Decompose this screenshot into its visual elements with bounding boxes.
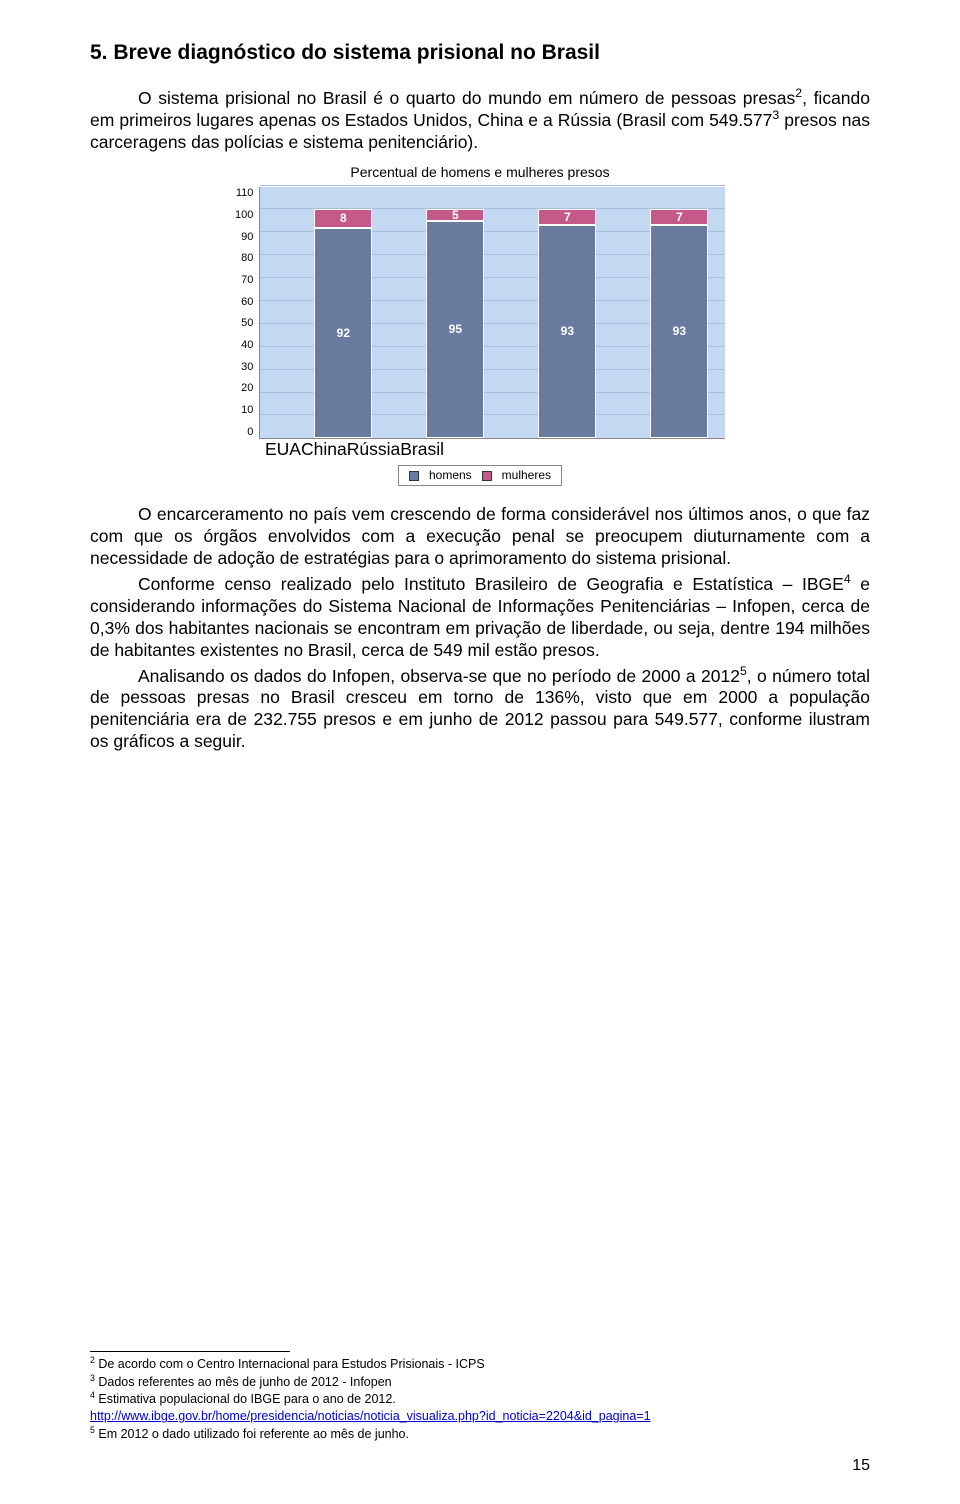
footnote-5-text: Em 2012 o dado utilizado foi referente a… <box>98 1427 409 1441</box>
footnote-4-sup: 4 <box>90 1390 95 1400</box>
bar-segment-male: 92 <box>314 228 372 439</box>
footnote-4: 4 Estimativa populacional do IBGE para o… <box>90 1391 870 1425</box>
para-1: O sistema prisional no Brasil é o quarto… <box>90 88 870 154</box>
xtick-label: Brasil <box>400 439 444 459</box>
legend-swatch-female <box>482 471 492 481</box>
section-heading: 5. Breve diagnóstico do sistema prisiona… <box>90 40 870 66</box>
footnote-3-sup: 3 <box>90 1372 95 1382</box>
footnote-2: 2 De acordo com o Centro Internacional p… <box>90 1356 870 1373</box>
bar-segment-female: 8 <box>314 209 372 227</box>
chart-bar: 793 <box>650 209 708 438</box>
chart-area: 0102030405060708090100110 892595793793 <box>235 187 725 439</box>
chart-bar: 892 <box>314 209 372 438</box>
footnote-ref-4: 4 <box>844 572 851 586</box>
ytick-label: 0 <box>247 426 253 440</box>
gridline <box>260 185 725 186</box>
footnote-ref-5: 5 <box>740 664 747 678</box>
chart-bar: 595 <box>426 209 484 438</box>
xtick-label: China <box>301 439 347 459</box>
bar-segment-female: 7 <box>538 209 596 225</box>
ytick-label: 40 <box>241 339 253 353</box>
ytick-label: 20 <box>241 382 253 396</box>
chart-title: Percentual de homens e mulheres presos <box>235 164 725 182</box>
para-4: Analisando os dados do Infopen, observa-… <box>90 666 870 754</box>
footnote-4-text: Estimativa populacional do IBGE para o a… <box>98 1392 395 1406</box>
xtick-label: Rússia <box>347 439 401 459</box>
bar-segment-male: 93 <box>650 225 708 438</box>
para3-text-a: Conforme censo realizado pelo Instituto … <box>138 574 844 594</box>
chart-container: Percentual de homens e mulheres presos 0… <box>235 164 725 487</box>
legend-label-female: mulheres <box>502 468 551 483</box>
legend-label-male: homens <box>429 468 472 483</box>
chart-x-axis: EUAChinaRússiaBrasil <box>265 439 725 457</box>
bar-segment-female: 5 <box>426 209 484 220</box>
footnote-5-sup: 5 <box>90 1425 95 1435</box>
ytick-label: 70 <box>241 274 253 288</box>
footnote-3: 3 Dados referentes ao mês de junho de 20… <box>90 1374 870 1391</box>
chart-bar: 793 <box>538 209 596 438</box>
ytick-label: 80 <box>241 252 253 266</box>
bar-segment-female: 7 <box>650 209 708 225</box>
bar-segment-male: 95 <box>426 221 484 439</box>
ytick-label: 110 <box>236 187 254 201</box>
footnote-rule <box>90 1351 290 1352</box>
page-number: 15 <box>852 1456 870 1476</box>
ytick-label: 50 <box>241 317 253 331</box>
ytick-label: 10 <box>241 404 253 418</box>
bar-segment-male: 93 <box>538 225 596 438</box>
para-2: O encarceramento no país vem crescendo d… <box>90 504 870 570</box>
footnote-5: 5 Em 2012 o dado utilizado foi referente… <box>90 1426 870 1443</box>
para1-text-a: O sistema prisional no Brasil é o quarto… <box>138 88 795 108</box>
footnote-2-text: De acordo com o Centro Internacional par… <box>98 1357 484 1371</box>
para-3: Conforme censo realizado pelo Instituto … <box>90 574 870 662</box>
chart-plot: 892595793793 <box>259 187 725 439</box>
footnote-4-link[interactable]: http://www.ibge.gov.br/home/presidencia/… <box>90 1409 651 1423</box>
chart-y-axis: 0 10 20 30 40 50 60 70 80 90 100 110 <box>235 187 259 439</box>
legend-swatch-male <box>409 471 419 481</box>
footnote-2-sup: 2 <box>90 1354 95 1364</box>
ytick-label: 90 <box>241 231 253 245</box>
para4-text-a: Analisando os dados do Infopen, observa-… <box>138 666 740 686</box>
xtick-label: EUA <box>265 439 301 459</box>
chart-legend: homens mulheres <box>398 465 562 486</box>
ytick-label: 30 <box>241 361 253 375</box>
footnotes: 2 De acordo com o Centro Internacional p… <box>90 1351 870 1444</box>
ytick-label: 100 <box>235 209 253 223</box>
ytick-label: 60 <box>241 296 253 310</box>
footnote-3-text: Dados referentes ao mês de junho de 2012… <box>98 1375 391 1389</box>
